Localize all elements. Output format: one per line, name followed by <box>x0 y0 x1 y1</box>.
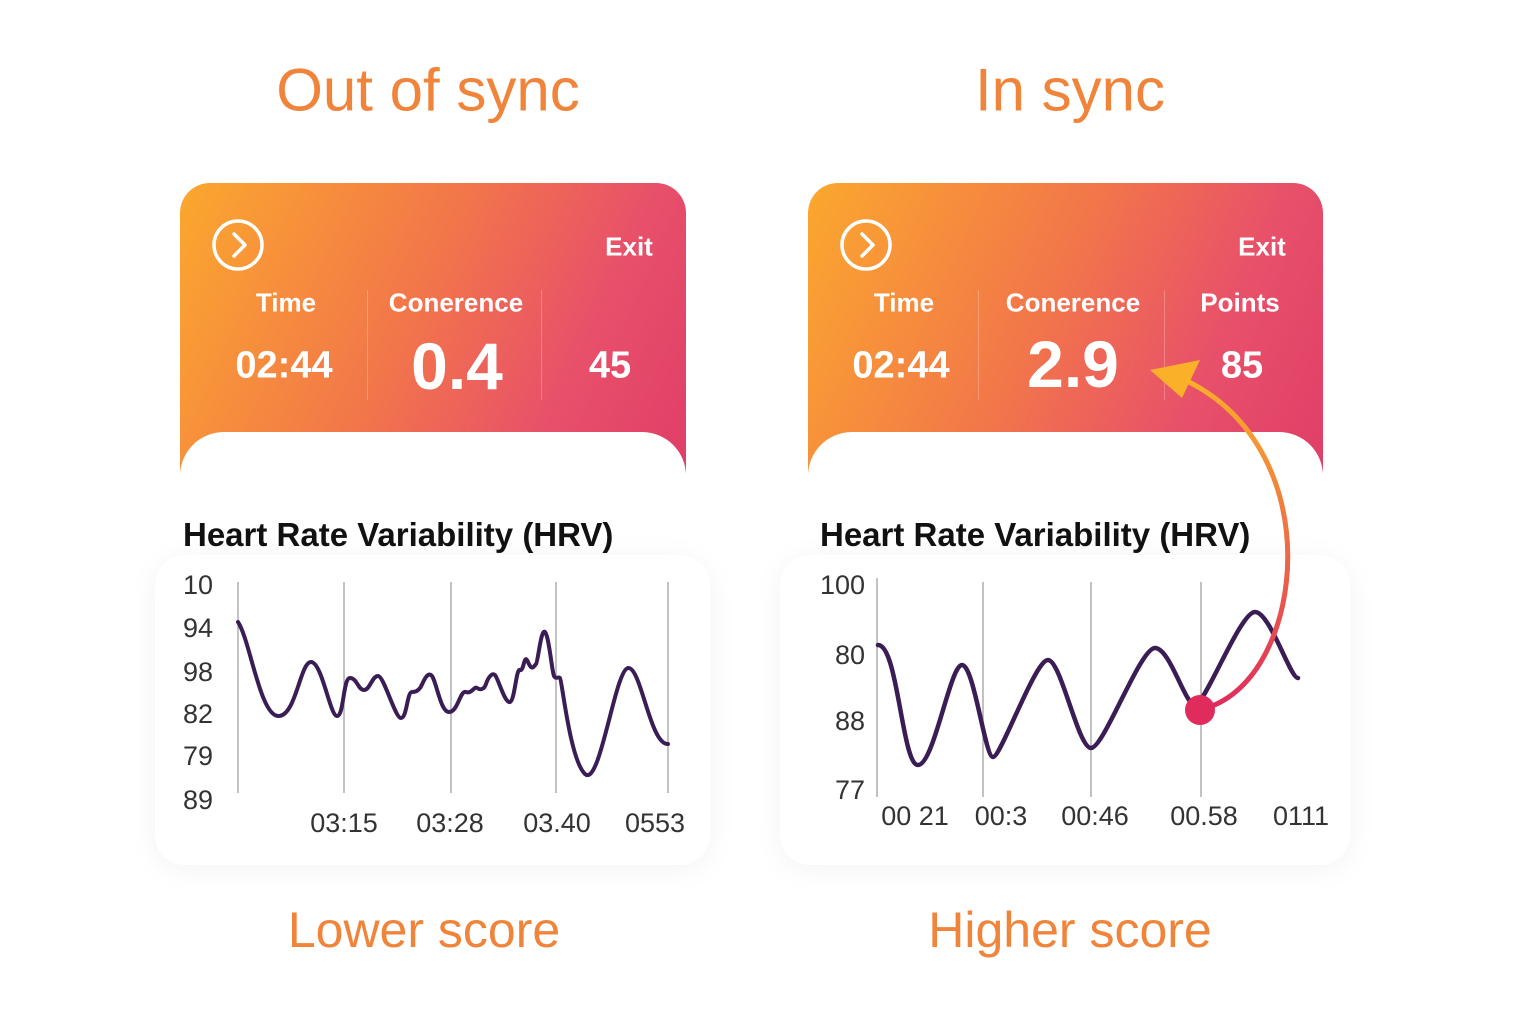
stat-value: 0.4 <box>411 329 503 403</box>
card-header <box>180 183 686 473</box>
stat-label: Conerence <box>1005 287 1141 318</box>
y-tick-label: 82 <box>183 699 213 729</box>
stat-value: 02:44 <box>235 344 333 387</box>
chart-title: Heart Rate Variability (HRV) <box>183 516 614 553</box>
stat-value: 2.9 <box>1027 327 1119 401</box>
divider <box>541 290 542 400</box>
x-tick-label: 03:15 <box>310 808 378 838</box>
stat-label: Time <box>255 287 317 318</box>
y-tick-label: 10 <box>183 570 213 600</box>
y-tick-label: 77 <box>835 775 865 805</box>
stat-value: 45 <box>588 344 632 387</box>
axis-labels: 10 94 98 82 79 89 03:15 03:28 03.40 0553… <box>183 570 1329 838</box>
play-icon[interactable] <box>840 219 892 271</box>
y-tick-label: 98 <box>183 657 213 687</box>
chart-title: Heart Rate Variability (HRV) <box>820 516 1251 553</box>
y-tick-label: 88 <box>835 706 865 736</box>
grid <box>876 578 1202 797</box>
y-tick-label: 100 <box>820 570 865 600</box>
divider <box>367 290 368 400</box>
card-header <box>808 183 1323 473</box>
x-tick-label: 0553 <box>625 808 685 838</box>
grid <box>237 582 669 793</box>
stat-label: Points <box>1200 287 1280 318</box>
x-tick-label: 00:46 <box>1061 801 1129 831</box>
x-tick-label: 00.58 <box>1170 801 1238 831</box>
arrowhead <box>1150 360 1200 398</box>
divider <box>978 290 979 400</box>
caption: Lower score <box>287 902 561 958</box>
x-tick-label: 0111 <box>1273 801 1329 831</box>
stat-label: Time <box>873 287 935 318</box>
stat-value: 02:44 <box>852 344 950 387</box>
arrow <box>1182 377 1291 709</box>
x-tick-label: 03:28 <box>416 808 484 838</box>
hrv-line <box>236 620 670 778</box>
caption: Higher score <box>928 902 1212 958</box>
chart-panel <box>155 555 710 865</box>
y-tick-label: 94 <box>183 613 213 643</box>
x-tick-label: 03.40 <box>523 808 591 838</box>
play-icon[interactable] <box>212 219 264 271</box>
card-body <box>808 432 1323 492</box>
stat-label: Conerence <box>388 287 524 318</box>
stat-value: 85 <box>1220 344 1264 387</box>
card-body <box>180 432 686 492</box>
highlight-point <box>1185 695 1215 725</box>
heading: In sync <box>974 56 1166 124</box>
y-tick-label: 79 <box>183 741 213 771</box>
hrv-line <box>875 609 1301 768</box>
exit-button[interactable]: Exit <box>1238 231 1286 262</box>
x-tick-label: 00 21 <box>881 801 949 831</box>
y-tick-label: 89 <box>183 785 213 815</box>
x-tick-label: 00:3 <box>975 801 1028 831</box>
exit-button[interactable]: Exit <box>605 231 653 262</box>
y-tick-label: 80 <box>835 640 865 670</box>
chart-panel <box>780 555 1350 865</box>
heading: Out of sync <box>276 56 580 124</box>
divider <box>1164 290 1165 400</box>
